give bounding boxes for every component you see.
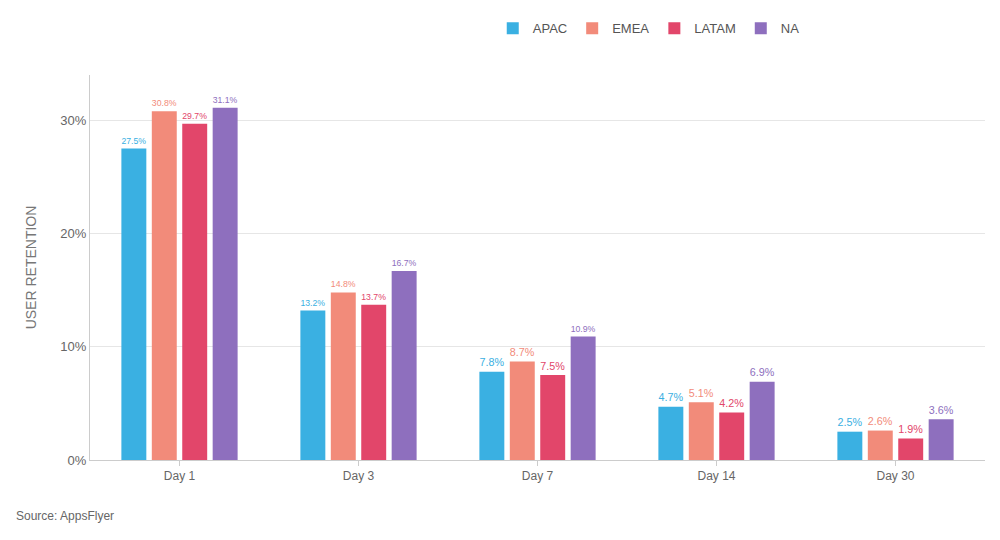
svg-text:0%: 0% bbox=[68, 453, 87, 468]
svg-text:29.7%: 29.7% bbox=[182, 111, 207, 121]
svg-text:13.2%: 13.2% bbox=[300, 298, 325, 308]
svg-text:31.1%: 31.1% bbox=[213, 95, 238, 105]
svg-text:NA: NA bbox=[781, 21, 799, 36]
svg-text:1.9%: 1.9% bbox=[898, 423, 923, 435]
svg-text:APAC: APAC bbox=[533, 21, 567, 36]
svg-text:2.5%: 2.5% bbox=[837, 416, 862, 428]
svg-text:20%: 20% bbox=[60, 226, 86, 241]
svg-text:4.2%: 4.2% bbox=[719, 397, 744, 409]
svg-text:Day 3: Day 3 bbox=[343, 469, 375, 483]
svg-text:30.8%: 30.8% bbox=[152, 98, 177, 108]
svg-text:6.9%: 6.9% bbox=[750, 366, 775, 378]
svg-text:10.9%: 10.9% bbox=[571, 324, 596, 334]
svg-text:7.5%: 7.5% bbox=[540, 360, 565, 372]
svg-text:7.8%: 7.8% bbox=[479, 356, 504, 368]
svg-text:Day 7: Day 7 bbox=[522, 469, 554, 483]
svg-text:16.7%: 16.7% bbox=[392, 258, 417, 268]
svg-text:Day 30: Day 30 bbox=[876, 469, 914, 483]
svg-text:2.6%: 2.6% bbox=[868, 415, 893, 427]
svg-text:27.5%: 27.5% bbox=[121, 136, 146, 146]
svg-text:Day 14: Day 14 bbox=[697, 469, 735, 483]
svg-text:3.6%: 3.6% bbox=[929, 404, 954, 416]
svg-text:13.7%: 13.7% bbox=[361, 292, 386, 302]
svg-text:Source: AppsFlyer: Source: AppsFlyer bbox=[16, 509, 114, 523]
svg-text:LATAM: LATAM bbox=[694, 21, 735, 36]
svg-text:Day 1: Day 1 bbox=[164, 469, 196, 483]
svg-text:USER RETENTION: USER RETENTION bbox=[23, 206, 39, 330]
svg-text:EMEA: EMEA bbox=[612, 21, 649, 36]
svg-text:30%: 30% bbox=[60, 113, 86, 128]
svg-text:4.7%: 4.7% bbox=[658, 391, 683, 403]
svg-text:10%: 10% bbox=[60, 339, 86, 354]
svg-text:5.1%: 5.1% bbox=[689, 387, 714, 399]
svg-text:14.8%: 14.8% bbox=[331, 279, 356, 289]
svg-text:8.7%: 8.7% bbox=[510, 346, 535, 358]
